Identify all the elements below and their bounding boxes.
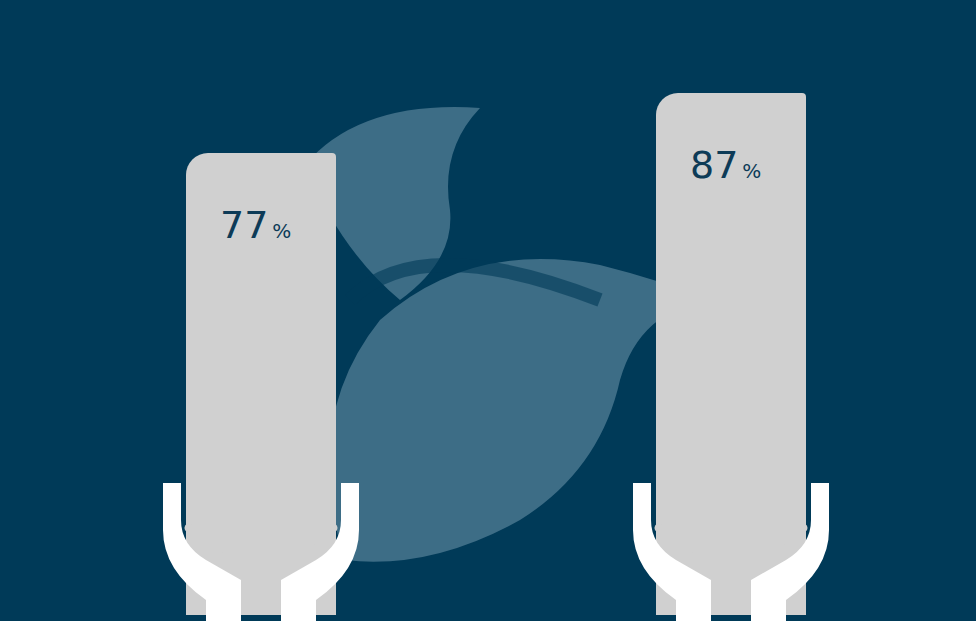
svg-text:77%: 77% <box>220 203 291 247</box>
svg-text:87%: 87% <box>690 143 761 187</box>
